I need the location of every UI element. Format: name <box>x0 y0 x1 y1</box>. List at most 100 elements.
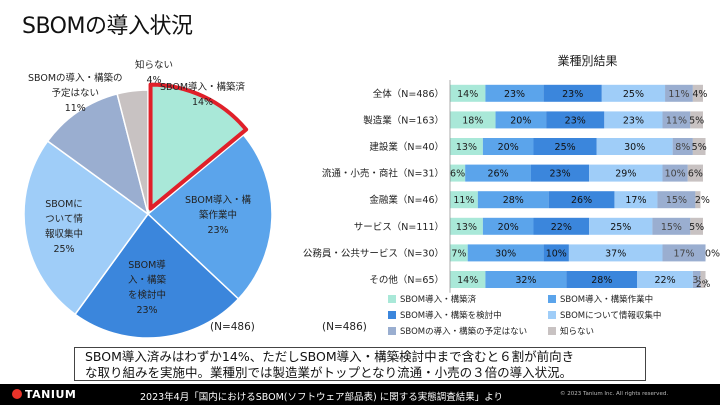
bar-segment-3-3 <box>589 164 663 182</box>
pie-label-5-pct: 4% <box>146 75 162 86</box>
bar-segment-0-0 <box>450 84 486 102</box>
bar-value-label-5-2: 22% <box>551 222 572 233</box>
bar-value-label-6-5: 0% <box>705 248 720 259</box>
bar-segment-3-4 <box>662 164 688 182</box>
pie-label-4-pct: 11% <box>64 103 86 114</box>
legend-swatch-2 <box>388 311 396 319</box>
bar-segment-0-5 <box>692 84 703 102</box>
pie-label-1-text-a: SBOM導入・構 <box>185 195 252 206</box>
bar-value-label-4-3: 17% <box>625 195 646 206</box>
bar-value-label-6-4: 17% <box>673 248 694 259</box>
bar-value-label-1-5: 5% <box>689 115 704 126</box>
bar-segment-2-4 <box>672 138 693 155</box>
bar-value-label-3-3: 29% <box>615 169 636 180</box>
bar-segment-7-3 <box>637 271 693 288</box>
footer-bar <box>0 384 720 405</box>
bar-value-label-7-1: 32% <box>515 275 536 286</box>
tanium-logo-icon <box>12 389 22 399</box>
pie-label-4-text-a: SBOMの導入・構築の <box>28 73 123 84</box>
pie-label-4: SBOMの導入・構築の 予定はない 11% <box>28 71 123 116</box>
bar-segment-6-0 <box>450 244 468 262</box>
bar-segment-7-4 <box>692 271 701 288</box>
bar-value-label-4-5: 2% <box>695 195 710 206</box>
bar-value-label-3-2: 23% <box>549 169 570 180</box>
bar-segment-3-0 <box>450 164 466 182</box>
bar-outside-label: 2% <box>696 280 711 290</box>
bar-segment-7-5 <box>700 271 706 288</box>
pie-label-5: 知らない 4% <box>135 58 173 88</box>
bar-category-label-0: 全体（N=486） <box>373 88 444 100</box>
pie-label-0-pct: 14% <box>191 97 214 108</box>
bar-category-label-7: その他（N=65） <box>369 274 444 286</box>
pie-label-3-pct: 25% <box>53 244 75 255</box>
bar-value-label-6-1: 30% <box>495 248 516 259</box>
bar-segment-0-1 <box>485 84 544 102</box>
tanium-logo: TANIUM <box>12 388 76 401</box>
pie-slice-highlight-0 <box>148 82 249 211</box>
bar-segment-0-4 <box>665 84 693 102</box>
bar-segment-2-5 <box>692 138 706 155</box>
page-title: SBOMの導入状況 <box>22 14 193 39</box>
pie-label-2-text-b: 入・構築 <box>128 275 167 286</box>
summary-box: SBOM導入済みはわずか14%、ただしSBOM導入・構築検討中まで含むと６割が前… <box>74 347 646 381</box>
bar-segment-5-4 <box>652 217 691 235</box>
bar-segment-6-3 <box>568 244 663 262</box>
pie-label-3-text-c: 報収集中 <box>45 229 84 240</box>
bar-segment-3-5 <box>687 164 703 182</box>
bar-segment-6-1 <box>467 244 544 262</box>
bar-segment-7-2 <box>566 271 638 288</box>
bar-value-label-0-4: 11% <box>668 89 689 100</box>
pie-n-label: (N=486) <box>210 321 255 333</box>
pie-label-2: SBOM導 入・構築 を検討中 23% <box>128 258 166 318</box>
bar-value-label-0-0: 14% <box>457 89 478 100</box>
bar-value-label-2-1: 20% <box>498 142 519 153</box>
legend-item-1: SBOM導入・構築作業中 <box>548 293 653 305</box>
bar-value-label-7-0: 14% <box>457 275 478 286</box>
pie-slice-1 <box>146 133 273 300</box>
legend-label-5: 知らない <box>560 327 595 337</box>
legend-label-3: SBOMについて情報収集中 <box>560 311 662 321</box>
bar-segment-5-2 <box>533 217 590 235</box>
bar-value-label-4-0: 11% <box>453 195 474 206</box>
bar-value-label-1-2: 23% <box>565 115 586 126</box>
legend-swatch-4 <box>388 327 396 335</box>
bar-segment-2-3 <box>596 138 673 155</box>
bar-value-label-6-3: 37% <box>605 248 626 259</box>
bar-segment-1-1 <box>495 111 547 129</box>
bar-segment-7-1 <box>485 271 567 288</box>
pie-label-2-text-c: を検討中 <box>128 290 167 301</box>
pie-label-0-text: SBOM導入・構築済 <box>160 82 246 93</box>
bar-category-label-3: 流通・小売・商社（N=31） <box>322 168 444 180</box>
summary-line-1: SBOM導入済みはわずか14%、ただしSBOM導入・構築検討中まで含むと６割が前… <box>85 349 575 364</box>
bar-value-label-6-2: 10% <box>546 248 567 259</box>
bar-segment-1-4 <box>662 111 691 129</box>
bar-category-label-1: 製造業（N=163） <box>363 114 444 126</box>
bar-value-label-2-2: 25% <box>555 142 576 153</box>
bar-value-label-6-0: 7% <box>451 248 466 259</box>
bar-segment-4-4 <box>657 191 696 209</box>
bar-segment-2-2 <box>533 138 597 155</box>
legend-item-2: SBOM導入・構築を検討中 <box>388 309 502 321</box>
bar-value-label-7-3: 22% <box>654 275 675 286</box>
bar-value-label-2-3: 30% <box>624 142 645 153</box>
bar-segment-6-2 <box>543 244 569 262</box>
pie-label-1-text-b: 築作業中 <box>199 210 238 221</box>
pie-label-5-text: 知らない <box>135 60 174 71</box>
bar-segment-0-3 <box>601 84 666 102</box>
bar-segment-1-0 <box>450 111 496 129</box>
bar-value-label-0-5: 4% <box>692 89 707 100</box>
legend-label-2: SBOM導入・構築を検討中 <box>400 311 502 321</box>
bar-value-label-7-2: 28% <box>591 275 612 286</box>
bar-category-label-6: 公務員・公共サービス（N=30） <box>303 247 444 259</box>
legend-item-4: SBOMの導入・構築の予定はない <box>388 325 527 337</box>
legend-swatch-1 <box>548 295 556 303</box>
legend-swatch-0 <box>388 295 396 303</box>
legend-label-4: SBOMの導入・構築の予定はない <box>400 327 528 337</box>
pie-label-3-text-a: SBOMに <box>45 199 83 210</box>
bar-segment-4-3 <box>614 191 658 209</box>
summary-line-2: な取り組みを実施中。業種別では製造業がトップとなり流通・小売の３倍の導入状況。 <box>85 365 573 380</box>
bar-chart-title: 業種別結果 <box>557 54 618 68</box>
bar-segment-0-2 <box>543 84 602 102</box>
